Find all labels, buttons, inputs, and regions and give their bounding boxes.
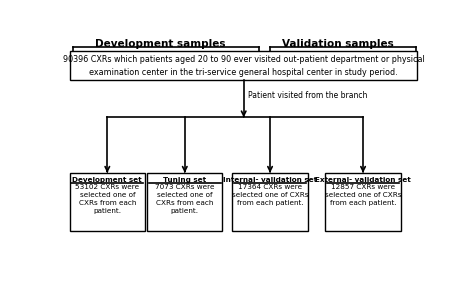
Text: Internal- validation set: Internal- validation set (223, 177, 317, 183)
Text: 17364 CXRs were
selected one of CXRs
from each patient.: 17364 CXRs were selected one of CXRs fro… (232, 185, 308, 206)
Text: External- validation set: External- validation set (315, 177, 411, 183)
Text: 7073 CXRs were
selected one of
CXRs from each
patient.: 7073 CXRs were selected one of CXRs from… (155, 185, 215, 214)
Text: Development samples: Development samples (95, 39, 225, 49)
Text: 12857 CXRs were
selected one of CXRs
from each patient.: 12857 CXRs were selected one of CXRs fro… (325, 185, 401, 206)
Text: Development set: Development set (73, 177, 142, 183)
Text: Patient visited from the branch: Patient visited from the branch (247, 92, 367, 100)
FancyBboxPatch shape (147, 173, 222, 231)
Text: Validation samples: Validation samples (283, 39, 394, 49)
Text: Tuning set: Tuning set (163, 177, 206, 183)
FancyBboxPatch shape (70, 51, 417, 81)
Text: 90396 CXRs which patients aged 20 to 90 ever visited out-patient department or p: 90396 CXRs which patients aged 20 to 90 … (63, 55, 425, 77)
FancyBboxPatch shape (326, 173, 401, 231)
Text: 53102 CXRs were
selected one of
CXRs from each
patient.: 53102 CXRs were selected one of CXRs fro… (75, 185, 139, 214)
FancyBboxPatch shape (232, 173, 308, 231)
FancyBboxPatch shape (70, 173, 145, 231)
